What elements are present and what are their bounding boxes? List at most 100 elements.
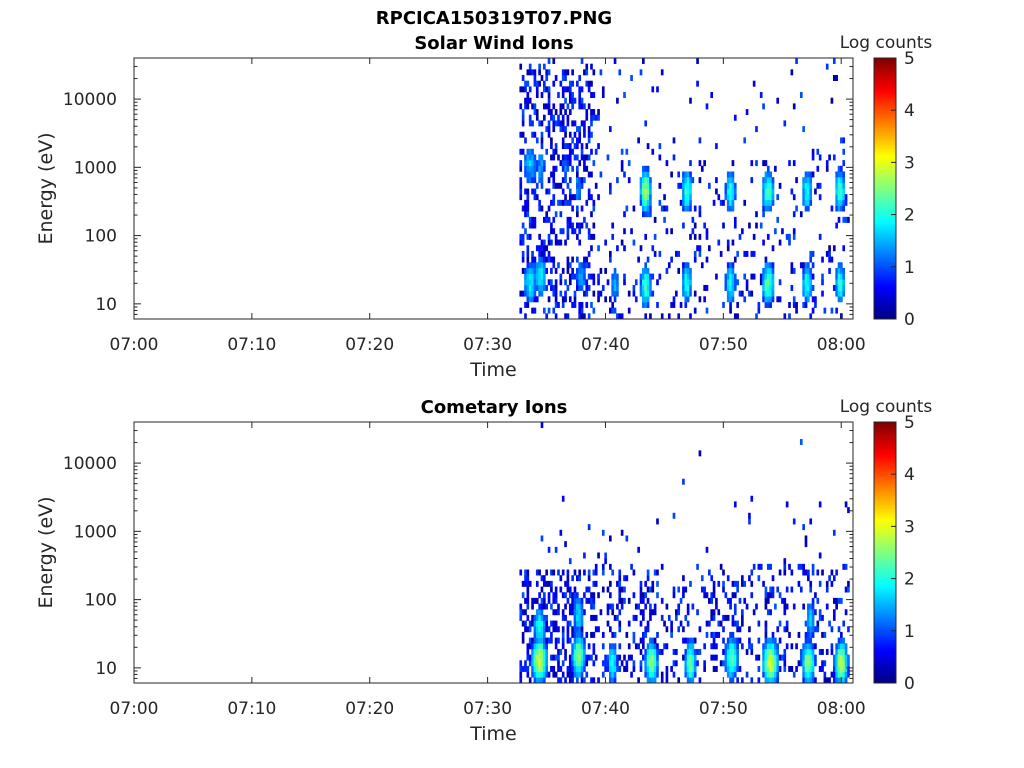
spectrogram-cell (533, 160, 537, 167)
spectrogram-cell (604, 558, 607, 565)
spectrogram-cell (686, 660, 690, 667)
spectrogram-cell (731, 279, 735, 286)
spectrogram-cell (531, 165, 534, 172)
spectrogram-cell (762, 177, 765, 184)
spectrogram-cell (832, 654, 836, 661)
spectrogram-cell (573, 643, 577, 650)
spectrogram-cell (677, 586, 681, 593)
spectrogram-cell (741, 609, 744, 616)
spectrogram-cell (568, 92, 572, 99)
spectrogram-cell (703, 660, 706, 667)
spectrogram-cell (797, 660, 801, 667)
colorbar-frame (873, 57, 897, 320)
spectrogram-cell (651, 660, 655, 667)
spectrogram-cell (743, 580, 747, 587)
spectrogram-cell (559, 575, 563, 582)
spectrogram-cell (729, 194, 732, 201)
spectrogram-cell (564, 126, 567, 133)
spectrogram-cell (814, 188, 817, 195)
spectrogram-cell (597, 245, 600, 252)
spectrogram-cell (677, 171, 681, 178)
spectrogram-cell (715, 597, 718, 604)
spectrogram-cell (566, 262, 570, 269)
spectrogram-cell (550, 279, 553, 286)
spectrogram-cell (729, 273, 732, 280)
spectrogram-cell (748, 518, 751, 525)
spectrogram-cell (524, 626, 527, 633)
spectrogram-cell (557, 660, 560, 667)
colorbar-band (874, 251, 896, 255)
spectrogram-cell (658, 273, 662, 280)
spectrogram-cell (611, 677, 615, 684)
spectrogram-cell (535, 160, 539, 167)
spectrogram-cell (646, 660, 650, 667)
spectrogram-cell (766, 194, 770, 201)
spectrogram-cell (809, 284, 813, 291)
spectrogram-cell (557, 239, 560, 246)
spectrogram-cell (705, 233, 709, 240)
spectrogram-cell (809, 290, 813, 297)
spectrogram-cell (545, 126, 549, 133)
spectrogram-cell (587, 126, 591, 133)
spectrogram-cell (729, 279, 732, 286)
spectrogram-cell (741, 620, 744, 627)
spectrogram-cell (686, 637, 690, 644)
spectrogram-cell (637, 603, 640, 610)
spectrogram-cell (642, 614, 645, 621)
colorbar-tick-label: 4 (904, 101, 915, 121)
spectrogram-cell (764, 626, 768, 633)
spectrogram-cell (576, 643, 579, 650)
spectrogram-cell (566, 597, 570, 604)
spectrogram-cell (811, 620, 815, 627)
spectrogram-cell (726, 199, 730, 206)
spectrogram-cell (691, 177, 695, 184)
spectrogram-cell (835, 643, 838, 650)
spectrogram-cell (802, 563, 805, 570)
spectrogram-cell (766, 301, 770, 308)
spectrogram-cell (644, 177, 648, 184)
spectrogram-cell (847, 671, 850, 678)
spectrogram-cell (764, 284, 768, 291)
spectrogram-cell (566, 631, 570, 638)
spectrogram-cell (686, 665, 690, 672)
spectrogram-cell (724, 654, 728, 661)
spectrogram-cell (604, 665, 607, 672)
colorbar-band (874, 463, 896, 466)
spectrogram-cell (832, 154, 836, 161)
spectrogram-cell (533, 660, 537, 667)
spectrogram-cell (825, 648, 829, 655)
spectrogram-cell (611, 609, 615, 616)
spectrogram-cell (561, 228, 565, 235)
colorbar-tick-label: 2 (904, 206, 915, 226)
spectrogram-cell (642, 58, 645, 64)
spectrogram-cell (531, 160, 534, 167)
spectrogram-cell (526, 296, 530, 303)
spectrogram-cell (521, 75, 525, 81)
spectrogram-cell (568, 603, 572, 610)
spectrogram-cell (832, 575, 836, 582)
spectrogram-cell (741, 677, 744, 684)
spectrogram-cell (543, 86, 546, 93)
spectrogram-cell (538, 643, 541, 650)
spectrogram-cell (755, 211, 758, 218)
spectrogram-cell (599, 69, 603, 76)
spectrogram-cell (576, 205, 579, 212)
spectrogram-cell (733, 256, 737, 263)
spectrogram-cell (533, 194, 537, 201)
spectrogram-cell (729, 648, 732, 655)
spectrogram-cell (526, 569, 530, 576)
colorbar-band (874, 543, 896, 547)
colorbar-band (874, 245, 896, 248)
spectrogram-cell (766, 267, 770, 274)
spectrogram-cell (564, 614, 567, 621)
spectrogram-cell (788, 631, 791, 638)
spectrogram-cell (543, 245, 546, 252)
spectrogram-cell (521, 580, 525, 587)
spectrogram-cell (766, 665, 770, 672)
spectrogram-cell (682, 284, 685, 291)
colorbar-band (874, 493, 896, 497)
spectrogram-cell (731, 182, 735, 189)
spectrogram-cell (807, 643, 810, 650)
spectrogram-cell (766, 592, 770, 599)
spectrogram-cell (583, 592, 586, 599)
